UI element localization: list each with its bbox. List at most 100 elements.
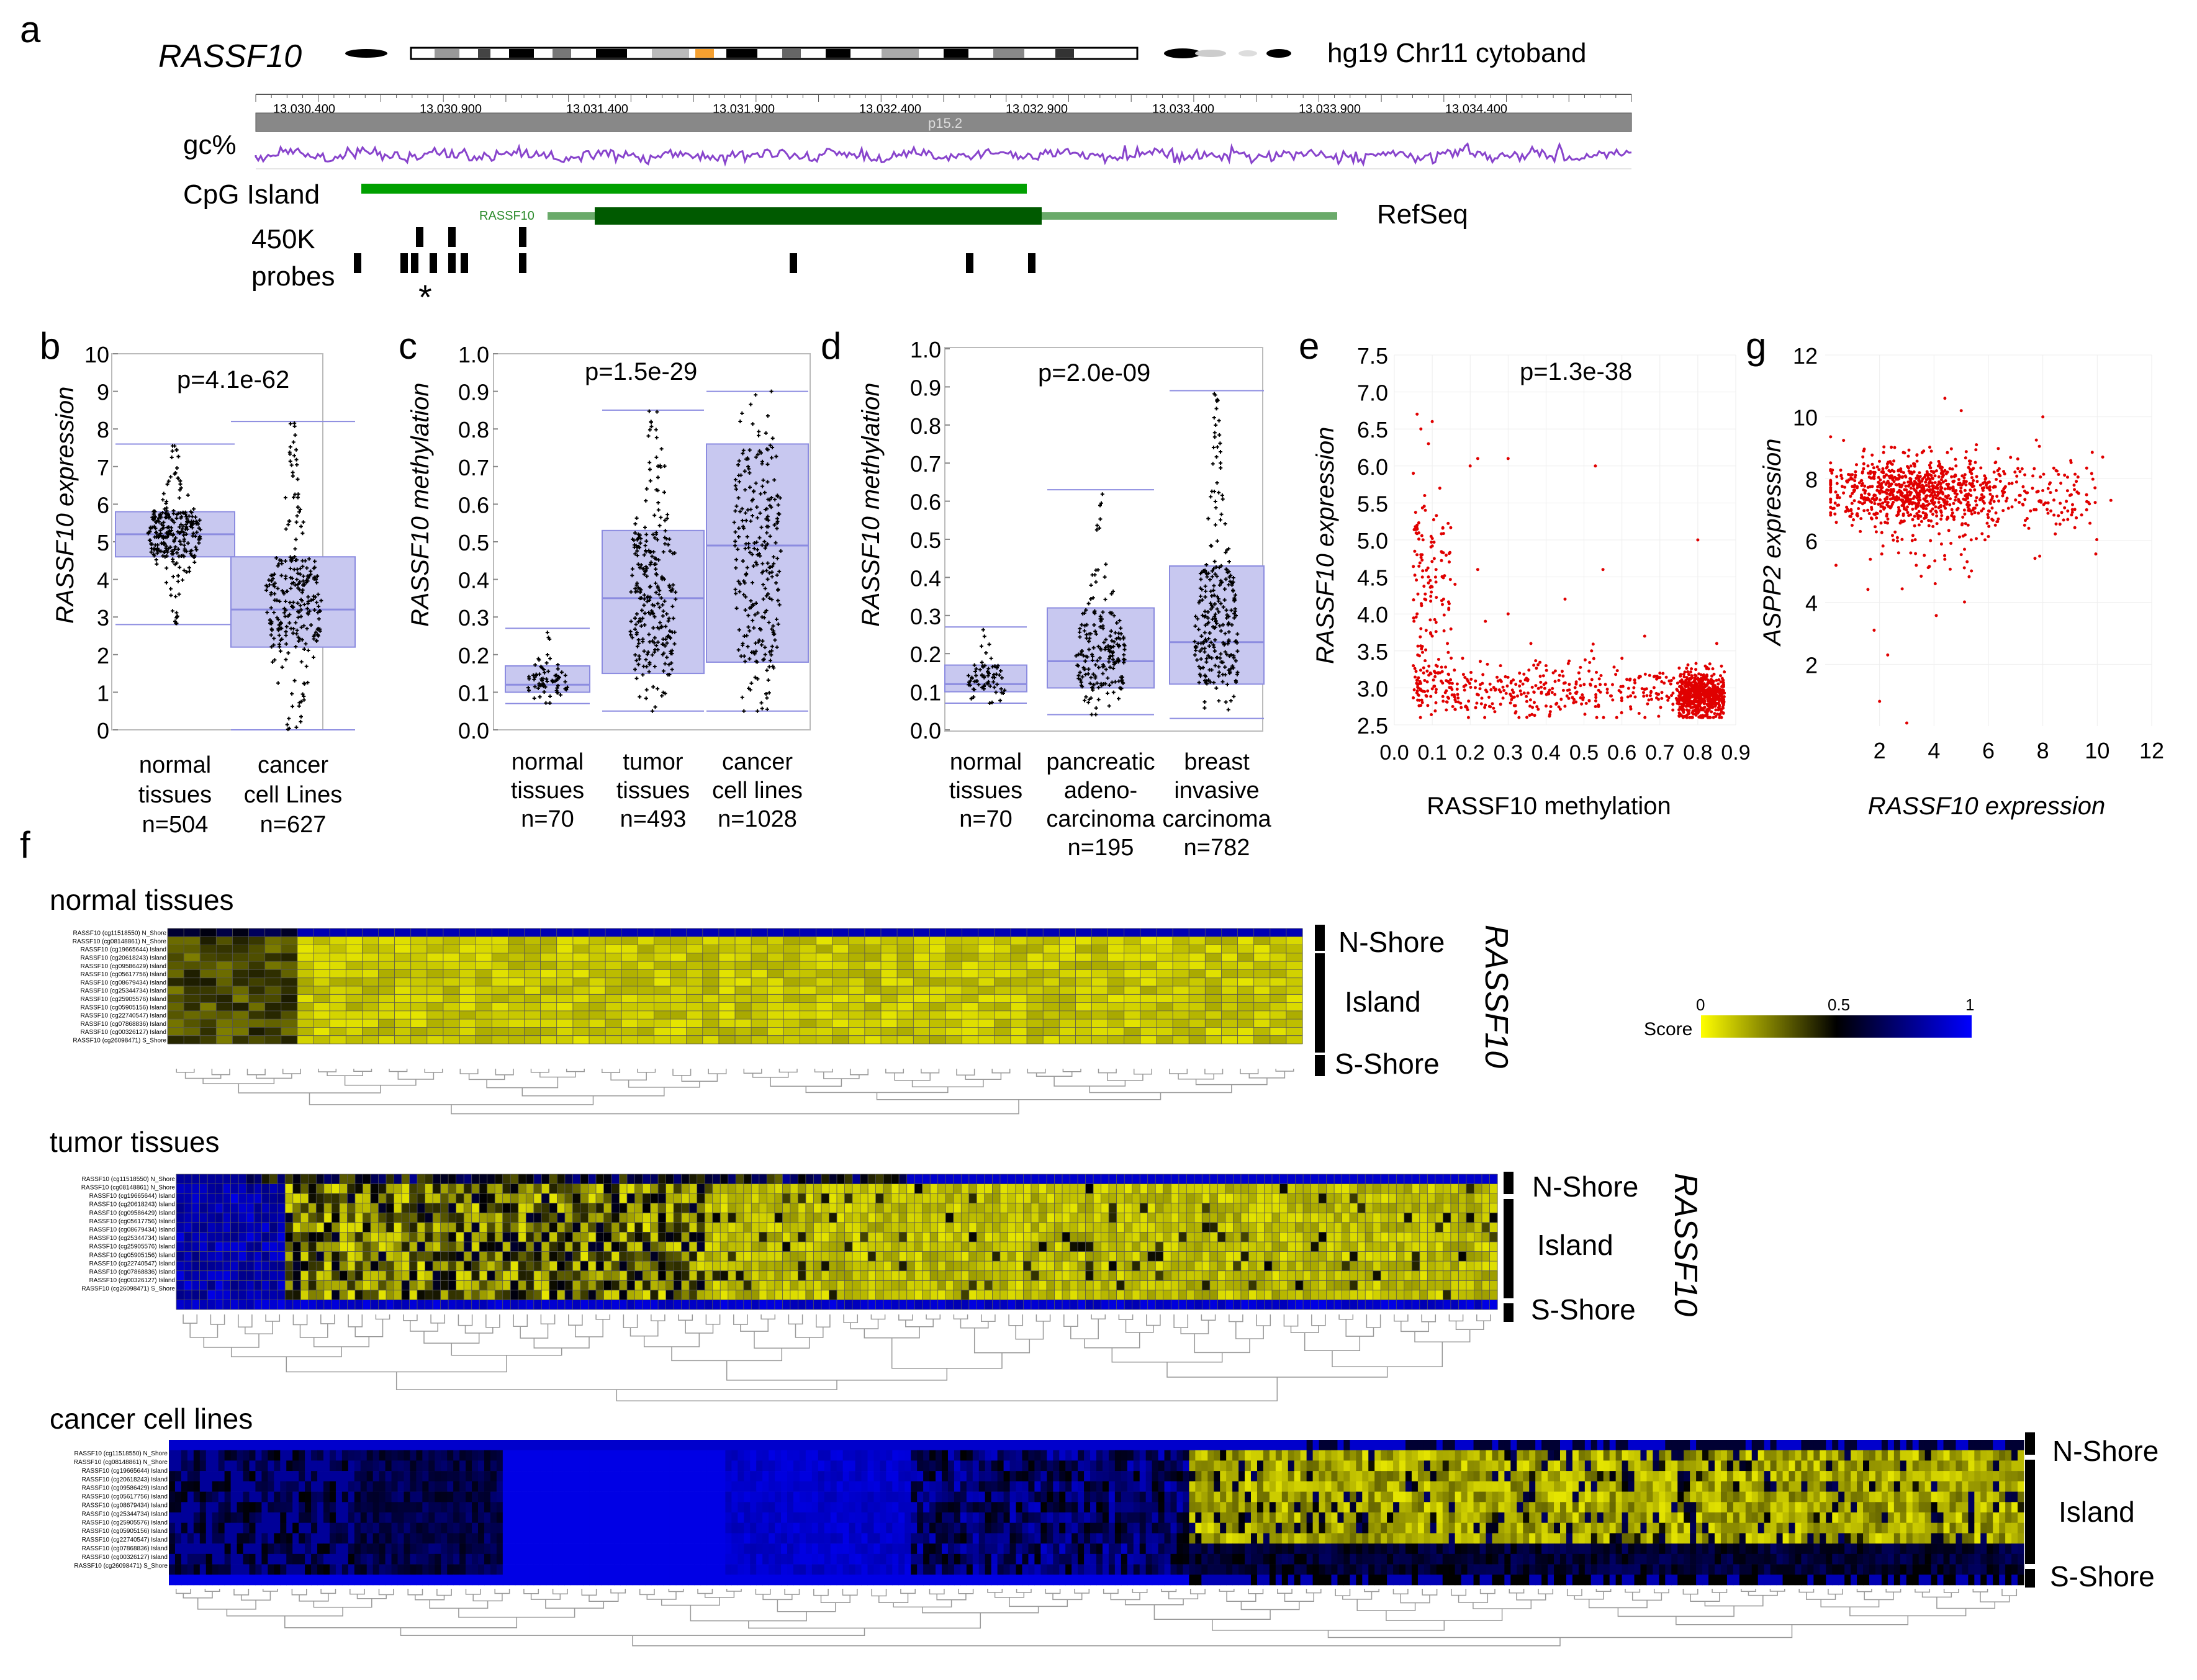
heatmap-cell xyxy=(1233,1203,1242,1213)
heatmap-cell xyxy=(1412,1213,1420,1223)
heatmap-cell xyxy=(510,1251,519,1262)
heatmap-cell xyxy=(994,994,1011,1003)
heatmap-cell xyxy=(1443,1290,1451,1300)
heatmap-cell xyxy=(774,1232,783,1242)
heatmap-cell xyxy=(1163,1213,1171,1223)
heatmap-cell xyxy=(1404,1213,1412,1223)
heatmap-cell xyxy=(1342,1174,1350,1184)
heatmap-cell xyxy=(394,994,412,1003)
heatmap-cell xyxy=(1140,953,1157,962)
heatmap-cell xyxy=(930,1193,939,1204)
heatmap-cell xyxy=(448,1222,457,1233)
heatmap-cell xyxy=(968,1242,977,1252)
heatmap-cell xyxy=(541,1270,550,1281)
heatmap-cell xyxy=(492,953,508,962)
heatmap-cell xyxy=(1334,1184,1343,1194)
heatmap-cell xyxy=(1337,1440,1344,1451)
heatmap-cell xyxy=(1504,1440,1511,1451)
heatmap-cell xyxy=(1010,945,1027,954)
heatmap-cell xyxy=(433,1174,441,1184)
heatmap-cell xyxy=(508,961,525,970)
heatmap-cell xyxy=(184,1027,201,1036)
heatmap-cell xyxy=(805,1193,814,1204)
heatmap-cell xyxy=(848,961,865,970)
heatmap-cell xyxy=(397,1440,405,1451)
heatmap-cell xyxy=(1295,1300,1304,1310)
heatmap-cell xyxy=(1145,1471,1153,1482)
heatmap-cell xyxy=(992,1300,1001,1310)
heatmap-cell xyxy=(1373,1280,1381,1291)
heatmap-cell xyxy=(1653,1460,1659,1471)
heatmap-cell xyxy=(1303,1290,1312,1300)
heatmap-cell xyxy=(495,1232,503,1242)
heatmap-cell xyxy=(852,1174,861,1184)
heatmap-cell xyxy=(665,1232,674,1242)
heatmap-cell xyxy=(751,1193,760,1204)
heatmap-cell xyxy=(897,953,914,962)
panel-c: c 0.00.10.20.30.40.50.60.70.80.91.0 p=1.… xyxy=(399,325,811,832)
heatmap-cell xyxy=(1140,1232,1148,1242)
heatmap-cell xyxy=(767,1184,775,1194)
heatmap-cell xyxy=(1109,1193,1117,1204)
heatmap-cell xyxy=(759,1203,767,1213)
heatmap-cell xyxy=(1733,1471,1740,1482)
heatmap-cell xyxy=(378,1251,387,1262)
data-points xyxy=(628,409,678,713)
heatmap-cell xyxy=(181,1460,188,1471)
heatmap-cell xyxy=(605,977,622,987)
heatmap-cell xyxy=(1070,1184,1078,1194)
heatmap-cell xyxy=(317,1471,324,1482)
heatmap-cell xyxy=(689,1203,698,1213)
heatmap-cell xyxy=(248,953,266,962)
heatmap-cell xyxy=(1481,1261,1491,1272)
heatmap-cell xyxy=(783,961,801,970)
heatmap-cell xyxy=(248,969,266,979)
heatmap-cell xyxy=(1075,1019,1093,1028)
heatmap-cell xyxy=(1337,1450,1344,1461)
heatmap-cell xyxy=(1918,1460,1926,1471)
heatmap-cell xyxy=(767,986,784,995)
heatmap-cell xyxy=(526,1300,535,1310)
heatmap-cell xyxy=(1237,928,1255,937)
heatmap-cell xyxy=(751,1010,768,1020)
heatmap-cell xyxy=(1279,1203,1288,1213)
heatmap-cell xyxy=(1334,1242,1343,1252)
heatmap-cell xyxy=(541,1203,550,1213)
heatmap-cell xyxy=(1015,1232,1024,1242)
heatmap-cell xyxy=(1015,1242,1024,1252)
heatmap-cell xyxy=(372,1460,380,1471)
heatmap-cell xyxy=(670,1010,687,1020)
heatmap-cell xyxy=(864,994,882,1003)
heatmap-cell xyxy=(1286,969,1303,979)
heatmap-cell xyxy=(1062,1300,1071,1310)
row-label: RASSF10 (cg22740547) Island xyxy=(89,1260,175,1267)
heatmap-cell xyxy=(1820,1460,1826,1471)
heatmap-cell xyxy=(1430,1460,1437,1471)
heatmap-cell xyxy=(1381,1193,1389,1204)
heatmap-cell xyxy=(316,1300,325,1310)
heatmap-cell xyxy=(1232,1460,1239,1471)
heatmap-cell xyxy=(524,1019,541,1028)
heatmap-cell xyxy=(619,1193,628,1204)
y-tick-label: 0.7 xyxy=(458,455,489,480)
heatmap-cell xyxy=(654,986,671,995)
heatmap-cell xyxy=(417,1193,426,1204)
heatmap-cell xyxy=(1101,1290,1109,1300)
heatmap-cell xyxy=(836,1440,844,1451)
heatmap-cell xyxy=(619,1300,628,1310)
heatmap-cell xyxy=(1481,1193,1491,1204)
heatmap-cell xyxy=(1065,1440,1072,1451)
plot-frame-b xyxy=(111,353,323,730)
heatmap-cell xyxy=(1256,1450,1264,1461)
heatmap-cell xyxy=(1404,1203,1412,1213)
heatmap-cell xyxy=(300,1251,309,1262)
heatmap-cell xyxy=(800,953,817,962)
heatmap-cell xyxy=(410,1460,417,1471)
heatmap-cell xyxy=(1357,1232,1366,1242)
heatmap-cell xyxy=(657,1471,664,1482)
heatmap-cell xyxy=(1156,1002,1173,1012)
heatmap-cell xyxy=(426,969,444,979)
heatmap-cell xyxy=(572,986,590,995)
heatmap-cell xyxy=(1684,1440,1690,1451)
heatmap-cell xyxy=(402,1280,410,1291)
